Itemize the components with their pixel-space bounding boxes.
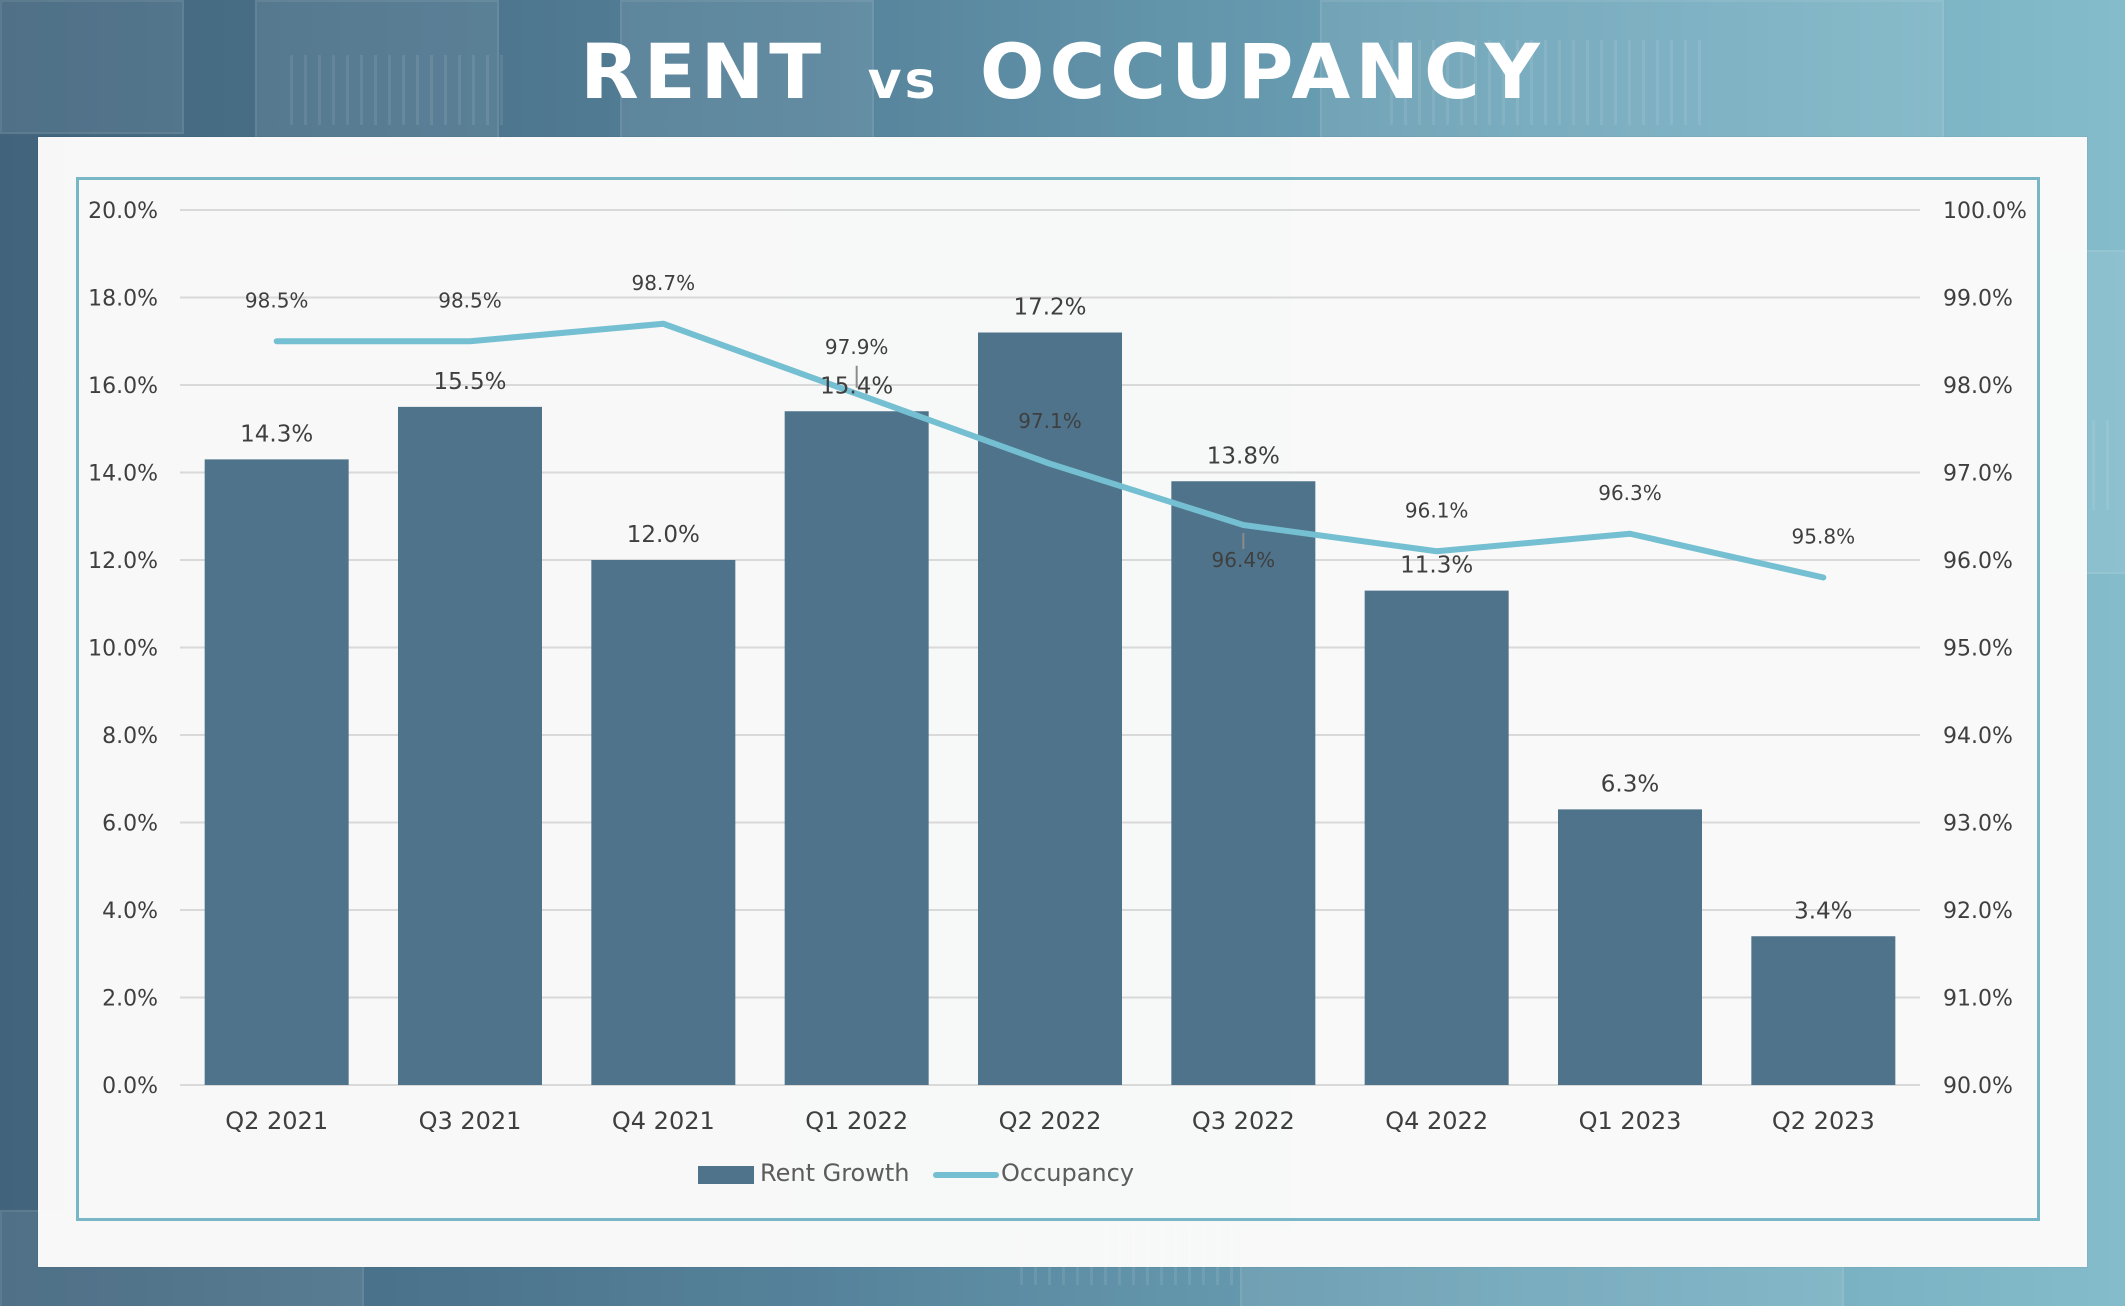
right-axis-tick-label: 96.0% <box>1943 549 2013 574</box>
balcony-rail <box>290 55 510 125</box>
occupancy-data-label: 97.9% <box>825 335 889 359</box>
occupancy-labels: 98.5% 98.5% 98.7% 97.9% 97.1% 96.4% 96.1% 96.3%… <box>245 271 1855 572</box>
rent-growth-bar <box>1171 481 1316 1085</box>
rent-growth-data-label: 12.0% <box>627 522 700 548</box>
title-rent: RENT <box>580 27 827 116</box>
x-axis-tick-label: Q3 2022 <box>1192 1107 1295 1135</box>
x-axis-tick-label: Q2 2022 <box>999 1107 1102 1135</box>
building-block <box>255 0 499 154</box>
rent-growth-bar <box>1364 590 1509 1085</box>
rent-growth-data-label: 14.3% <box>240 421 313 447</box>
rent-growth-bars <box>204 332 1896 1085</box>
occupancy-data-label: 98.5% <box>438 288 502 312</box>
legend: Rent Growth Occupancy <box>698 1159 1134 1187</box>
left-axis-tick-label: 12.0% <box>88 549 158 574</box>
rent-growth-data-label: 15.5% <box>433 369 506 395</box>
rent-growth-bar <box>978 332 1122 1085</box>
right-axis-tick-label: 93.0% <box>1943 812 2013 837</box>
rent-growth-bar <box>204 459 349 1085</box>
building-block <box>1320 0 1944 139</box>
x-axis-tick-label: Q1 2023 <box>1579 1107 1682 1135</box>
rent-growth-bar <box>591 560 736 1085</box>
occupancy-data-label: 97.1% <box>1018 409 1082 433</box>
occupancy-data-label: 96.4% <box>1212 548 1276 572</box>
occupancy-point <box>274 338 280 344</box>
occupancy-data-label: 96.3% <box>1598 481 1662 505</box>
right-axis-tick-label: 95.0% <box>1943 637 2013 662</box>
left-axis-tick-label: 4.0% <box>102 899 158 924</box>
x-axis-tick-label: Q3 2021 <box>419 1107 522 1135</box>
occupancy-data-label: 98.7% <box>632 271 696 295</box>
x-axis: Q2 2021 Q3 2021 Q4 2021 Q1 2022 Q2 2022 Q3 20… <box>225 1107 1875 1135</box>
rent-growth-data-label: 6.3% <box>1601 771 1659 797</box>
chart-frame <box>76 177 2040 1221</box>
rent-growth-bar <box>398 406 542 1085</box>
right-axis-tick-label: 97.0% <box>1943 462 2013 487</box>
right-axis-tick-label: 94.0% <box>1943 724 2013 749</box>
right-axis-tick-label: 92.0% <box>1943 899 2013 924</box>
rent-growth-bar <box>1751 936 1896 1085</box>
left-axis-tick-label: 6.0% <box>102 812 158 837</box>
rent-growth-bar <box>1558 809 1702 1085</box>
occupancy-point <box>1434 548 1440 554</box>
rent-growth-data-label: 11.3% <box>1400 553 1473 579</box>
right-axis-tick-label: 100.0% <box>1943 199 2027 224</box>
right-axis-tick-label: 98.0% <box>1943 374 2013 399</box>
occupancy-point <box>1820 574 1826 581</box>
legend-swatch-rent-growth <box>698 1166 754 1184</box>
occupancy-point <box>1047 461 1053 467</box>
right-axis: 90.0% 91.0% 92.0% 93.0% 94.0% 95.0% 96.0% 97.0%… <box>1943 199 2027 1099</box>
left-axis-tick-label: 16.0% <box>88 374 158 399</box>
occupancy-point <box>1240 522 1246 528</box>
rent-growth-bar <box>784 411 929 1085</box>
left-axis-tick-label: 2.0% <box>102 987 158 1012</box>
left-axis-tick-label: 8.0% <box>102 724 158 749</box>
occupancy-data-label: 98.5% <box>245 288 309 312</box>
x-axis-tick-label: Q4 2021 <box>612 1107 715 1135</box>
occupancy-point <box>467 338 473 344</box>
occupancy-point <box>660 321 666 327</box>
occupancy-line-group <box>273 320 1827 581</box>
left-axis-tick-label: 20.0% <box>88 199 158 224</box>
occupancy-data-label: 95.8% <box>1792 525 1856 549</box>
balcony-rail <box>1390 40 1710 125</box>
left-axis-tick-label: 0.0% <box>102 1074 158 1099</box>
x-axis-tick-label: Q2 2021 <box>225 1107 328 1135</box>
page-title: RENT vs OCCUPANCY <box>0 34 2125 110</box>
right-axis-tick-label: 91.0% <box>1943 987 2013 1012</box>
occupancy-point <box>1627 531 1633 537</box>
rent-growth-data-label: 17.2% <box>1013 295 1086 321</box>
rent-growth-data-label: 3.4% <box>1794 898 1852 924</box>
legend-label-rent-growth: Rent Growth <box>760 1159 909 1187</box>
left-axis-tick-label: 10.0% <box>88 637 158 662</box>
x-axis-tick-label: Q1 2022 <box>805 1107 908 1135</box>
x-axis-tick-label: Q2 2023 <box>1772 1107 1875 1135</box>
right-axis-tick-label: 99.0% <box>1943 287 2013 312</box>
left-axis-tick-label: 14.0% <box>88 462 158 487</box>
building-block <box>620 0 874 144</box>
right-axis-tick-label: 90.0% <box>1943 1074 2013 1099</box>
left-axis: 0.0% 2.0% 4.0% 6.0% 8.0% 10.0% 12.0% 14.0% 16.0%… <box>88 199 158 1099</box>
x-axis-tick-label: Q4 2022 <box>1385 1107 1488 1135</box>
title-occupancy: OCCUPANCY <box>979 27 1545 116</box>
left-axis-tick-label: 18.0% <box>88 287 158 312</box>
rent-growth-data-label: 13.8% <box>1207 443 1280 469</box>
legend-label-occupancy: Occupancy <box>1001 1159 1134 1187</box>
title-vs: vs <box>867 51 939 111</box>
occupancy-data-label: 96.1% <box>1405 498 1469 522</box>
building-block <box>0 0 184 134</box>
occupancy-point <box>854 391 860 397</box>
